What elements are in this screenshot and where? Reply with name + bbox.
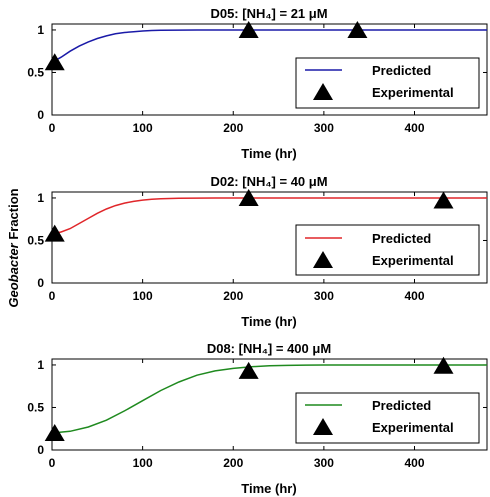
legend-box [295, 57, 480, 109]
x-tick-label: 0 [49, 289, 56, 303]
y-tick-label: 0.5 [27, 400, 44, 414]
experimental-point [44, 224, 65, 242]
x-tick-label: 100 [133, 289, 153, 303]
x-tick-label: 300 [314, 121, 334, 135]
panel-d02: D02: [NH₄] = 40 μM 0 100 200 300 400 00.51 T… [27, 174, 488, 329]
x-axis-label: Time (hr) [241, 146, 296, 161]
y-tick-labels: 00.51 [27, 23, 44, 122]
experimental-point [44, 53, 65, 71]
legend-marker-experimental [313, 83, 333, 100]
legend: Predicted Experimental [295, 392, 480, 444]
x-tick-label: 100 [133, 456, 153, 470]
series-marks [52, 364, 487, 434]
figure-ylabel-italic: Geobacter [6, 242, 21, 307]
experimental-point [238, 361, 259, 379]
x-tick-label: 0 [49, 121, 56, 135]
legend-marker-experimental [313, 251, 333, 268]
figure-ylabel-rest: Fraction [6, 188, 21, 243]
y-tick-label: 0 [37, 443, 44, 457]
y-tick-label: 0.5 [27, 233, 44, 247]
series-marks [52, 197, 487, 235]
x-tick-label: 400 [404, 456, 424, 470]
x-tick-label: 400 [404, 289, 424, 303]
experimental-point [433, 356, 454, 374]
y-tick-labels: 00.51 [27, 191, 44, 290]
legend-label-experimental: Experimental [372, 253, 454, 268]
legend-label-predicted: Predicted [372, 231, 431, 246]
legend-label-predicted: Predicted [372, 63, 431, 78]
x-tick-label: 300 [314, 289, 334, 303]
panel-title: D05: [NH₄] = 21 μM [210, 6, 327, 21]
series-marks [52, 29, 487, 63]
legend-label-experimental: Experimental [372, 420, 454, 435]
predicted-line [52, 364, 487, 434]
y-tick-label: 0.5 [27, 65, 44, 79]
y-tick-labels: 00.51 [27, 358, 44, 457]
x-tick-labels: 0 100 200 300 400 [49, 121, 425, 135]
x-tick-labels: 0 100 200 300 400 [49, 289, 425, 303]
tick-marks [51, 359, 487, 451]
x-tick-labels: 0 100 200 300 400 [49, 456, 425, 470]
predicted-line [52, 197, 487, 235]
y-tick-label: 1 [37, 191, 44, 205]
tick-marks [51, 24, 487, 116]
panel-d08: D08: [NH₄] = 400 μM 0 100 200 300 400 00.51 … [27, 341, 488, 496]
panel-d05: D05: [NH₄] = 21 μM 0 100 200 300 400 00.51 T… [27, 6, 488, 161]
y-tick-label: 0 [37, 108, 44, 122]
x-tick-label: 200 [223, 121, 243, 135]
experimental-point [433, 191, 454, 209]
experimental-point [238, 188, 259, 206]
legend: Predicted Experimental [295, 57, 480, 109]
experimental-point [44, 423, 65, 441]
x-tick-label: 200 [223, 289, 243, 303]
panel-title: D08: [NH₄] = 400 μM [207, 341, 331, 356]
x-tick-label: 300 [314, 456, 334, 470]
figure-ylabel: Geobacter Fraction [6, 188, 21, 307]
legend-label-predicted: Predicted [372, 398, 431, 413]
panel-title: D02: [NH₄] = 40 μM [210, 174, 327, 189]
x-tick-label: 0 [49, 456, 56, 470]
predicted-line [52, 29, 487, 63]
experimental-point [238, 20, 259, 38]
x-tick-label: 400 [404, 121, 424, 135]
x-axis-label: Time (hr) [241, 314, 296, 329]
y-tick-label: 1 [37, 358, 44, 372]
x-axis-label: Time (hr) [241, 481, 296, 496]
y-tick-label: 1 [37, 23, 44, 37]
legend: Predicted Experimental [295, 224, 480, 276]
legend-marker-experimental [313, 418, 333, 435]
experimental-point [347, 20, 368, 38]
x-tick-label: 100 [133, 121, 153, 135]
legend-label-experimental: Experimental [372, 85, 454, 100]
x-tick-label: 200 [223, 456, 243, 470]
y-tick-label: 0 [37, 276, 44, 290]
